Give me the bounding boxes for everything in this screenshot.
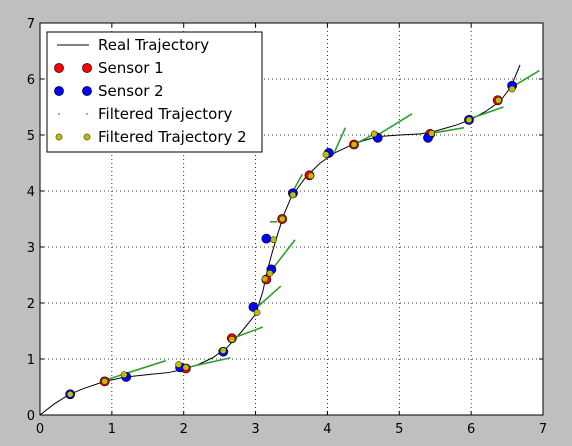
filtered-trajectory-2-point xyxy=(66,390,74,398)
legend-marker-filtered2 xyxy=(55,133,63,141)
y-tick-label: 5 xyxy=(27,129,35,144)
filtered-trajectory-segment xyxy=(187,357,231,369)
filtered-trajectory-segment xyxy=(377,113,413,136)
filtered-trajectory-segment xyxy=(513,69,540,87)
y-tick-label: 1 xyxy=(27,353,35,368)
x-tick-label: 5 xyxy=(395,422,403,437)
y-tick-label: 0 xyxy=(27,409,35,424)
filtered-trajectory-2-point xyxy=(101,378,109,385)
legend-marker-filtered xyxy=(86,113,88,115)
tick-labels: 0 1 2 3 4 5 6 7 0 1 2 3 4 5 6 7 xyxy=(27,17,547,437)
real-trajectory-line xyxy=(39,64,521,416)
filtered-trajectory-segment xyxy=(470,106,504,119)
filtered-trajectory-2-point xyxy=(350,141,358,148)
y-tick-label: 6 xyxy=(27,73,35,88)
x-tick-label: 1 xyxy=(108,422,116,437)
legend-label: Sensor 1 xyxy=(98,59,164,77)
x-tick-label: 0 xyxy=(36,422,44,437)
filtered-trajectory-2-point xyxy=(219,347,227,354)
legend-label: Filtered Trajectory xyxy=(98,105,233,123)
filtered-trajectory-2-point xyxy=(120,371,128,379)
filtered-trajectory-2-point xyxy=(182,364,190,371)
sensor-2-point xyxy=(248,302,259,312)
filtered-trajectory-segment xyxy=(233,326,264,339)
filtered-trajectory-2-point xyxy=(289,191,297,199)
legend-label: Filtered Trajectory 2 xyxy=(98,128,247,146)
ticks xyxy=(39,22,544,416)
legend-marker-filtered2 xyxy=(83,133,91,141)
filtered-trajectory-segment xyxy=(333,127,347,153)
filtered-trajectory-2-point xyxy=(428,129,435,137)
filtered-trajectory-2-point xyxy=(322,151,330,158)
filtered-trajectory-2-point xyxy=(307,172,315,180)
sensor-2-point xyxy=(261,233,272,244)
filtered-trajectory-segment xyxy=(104,359,166,382)
x-tick-label: 2 xyxy=(180,422,188,437)
legend-marker-sensor1 xyxy=(54,63,64,73)
filtered-trajectory-2-point xyxy=(228,336,236,343)
plot-frame xyxy=(39,22,544,416)
legend-marker-sensor2 xyxy=(82,86,92,96)
filtered-trajectory-2-point xyxy=(508,85,516,93)
filtered-trajectory-2-point xyxy=(495,96,502,104)
filtered-trajectory-2-point xyxy=(253,309,261,316)
legend-marker-filtered xyxy=(58,113,60,115)
y-tick-label: 7 xyxy=(27,17,35,32)
legend-label: Real Trajectory xyxy=(98,36,209,54)
grid xyxy=(40,23,543,415)
legend: Real Trajectory Sensor 1 Sensor 2 Filtered … xyxy=(46,31,263,153)
x-tick-label: 6 xyxy=(467,422,475,437)
filtered-trajectory-2-point xyxy=(175,361,183,368)
filtered-trajectory-2-point xyxy=(278,215,286,223)
filtered-trajectory-2-point xyxy=(266,269,274,277)
filtered-trajectory-segment xyxy=(255,285,282,310)
y-tick-label: 3 xyxy=(27,241,35,256)
y-tick-label: 2 xyxy=(27,297,35,312)
filtered-trajectory-2-point xyxy=(465,116,473,124)
filtered-trajectory-2-point xyxy=(270,236,277,244)
x-tick-label: 3 xyxy=(251,422,259,437)
y-tick-label: 4 xyxy=(27,185,35,200)
filtered-trajectory-2-point xyxy=(261,275,269,283)
filtered-trajectory-2-point xyxy=(370,130,378,138)
legend-label: Sensor 2 xyxy=(98,82,164,100)
x-tick-label: 4 xyxy=(323,422,331,437)
x-tick-label: 7 xyxy=(539,422,547,437)
legend-marker-sensor1 xyxy=(82,63,92,73)
filtered-trajectory-segment xyxy=(431,126,465,135)
series-layer xyxy=(39,64,540,416)
legend-marker-sensor2 xyxy=(54,86,64,96)
